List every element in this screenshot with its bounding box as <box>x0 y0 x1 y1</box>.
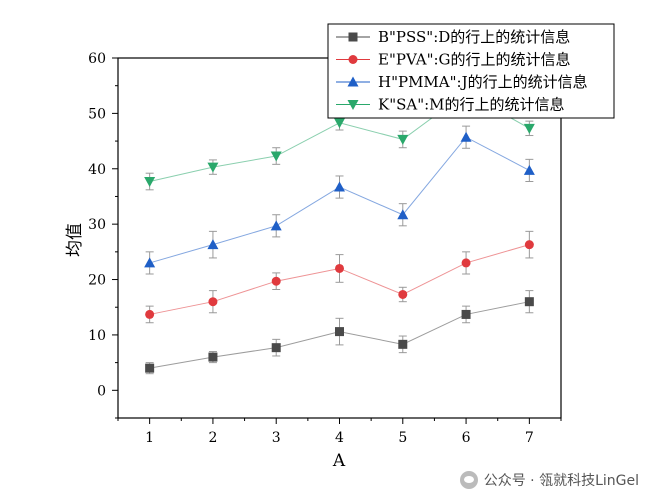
data-point <box>397 134 409 145</box>
y-tick-label: 10 <box>88 328 106 344</box>
data-point <box>461 258 471 268</box>
legend-box <box>327 23 615 119</box>
wechat-icon <box>459 471 478 489</box>
watermark: 公众号 · 瓴就科技LinGel <box>459 470 639 490</box>
data-point <box>270 151 282 162</box>
data-point <box>208 297 218 307</box>
data-point <box>334 181 345 192</box>
x-tick-label: 6 <box>462 430 471 446</box>
y-tick-label: 60 <box>88 51 106 67</box>
data-point <box>208 352 218 362</box>
legend-marker <box>348 32 358 42</box>
data-point <box>207 162 219 173</box>
legend-marker <box>348 55 358 64</box>
y-tick-label: 20 <box>88 273 106 289</box>
legend-label: B"PSS":D的行上的统计信息 <box>378 28 570 46</box>
y-tick-label: 40 <box>88 162 106 178</box>
x-tick-label: 3 <box>272 430 281 446</box>
data-point <box>398 339 408 349</box>
data-point <box>460 131 472 142</box>
series-line <box>149 136 530 264</box>
y-tick-label: 50 <box>88 106 106 122</box>
data-point <box>523 123 535 134</box>
data-point <box>524 240 534 250</box>
series-layer <box>144 88 535 373</box>
x-tick-label: 7 <box>525 430 534 446</box>
data-point <box>144 257 156 268</box>
legend: B"PSS":D的行上的统计信息 E"PVA":G的行上的统计信息 H"PMMA":… <box>327 23 615 119</box>
data-point <box>335 327 344 337</box>
axes: 1 2 3 4 5 6 7 0 10 20 30 40 50 60 <box>88 51 562 446</box>
data-point <box>207 239 219 250</box>
legend-label: K"SA":M的行上的统计信息 <box>378 96 565 114</box>
y-axis-title: 均值 <box>65 223 85 257</box>
watermark-text: 公众号 · 瓴就科技LinGel <box>483 473 639 489</box>
data-point <box>270 220 282 231</box>
data-point <box>145 309 155 319</box>
data-point <box>524 297 534 307</box>
x-tick-label: 4 <box>335 430 344 446</box>
data-point <box>398 289 408 299</box>
data-point <box>145 363 155 373</box>
x-tick-label: 1 <box>145 430 154 446</box>
data-point <box>523 164 535 175</box>
x-axis-title: A <box>332 451 346 471</box>
data-point <box>271 343 281 353</box>
data-point <box>271 276 281 286</box>
x-tick-label: 2 <box>208 430 217 446</box>
data-point <box>144 177 156 188</box>
legend-marker <box>347 76 359 87</box>
legend-label: H"PMMA":J的行上的统计信息 <box>378 73 588 91</box>
data-point <box>461 309 471 319</box>
y-tick-label: 30 <box>88 217 106 233</box>
data-point <box>397 209 409 220</box>
legend-marker <box>347 100 359 110</box>
y-tick-label: 0 <box>97 383 106 399</box>
legend-label: E"PVA":G的行上的统计信息 <box>378 51 571 69</box>
data-point <box>335 263 344 273</box>
data-point <box>334 118 345 129</box>
x-tick-label: 5 <box>398 430 407 446</box>
